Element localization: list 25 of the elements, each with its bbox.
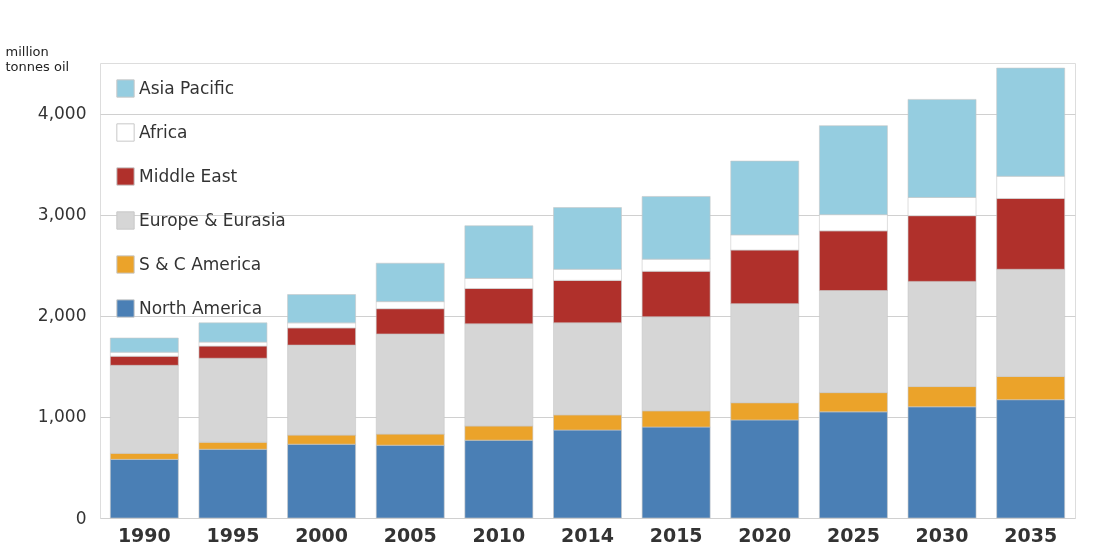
y-tick-label: 4,000 bbox=[37, 103, 87, 124]
legend-label: Asia Pacific bbox=[139, 77, 235, 98]
x-tick-label: 1990 bbox=[117, 523, 171, 542]
bar bbox=[110, 337, 179, 353]
x-tick-label: 2014 bbox=[561, 523, 614, 542]
x-tick-label: 2035 bbox=[1004, 523, 1058, 542]
y-tick-label: 0 bbox=[75, 507, 87, 528]
x-tick-label: 1995 bbox=[206, 523, 260, 542]
x-tick-label: 2005 bbox=[383, 523, 437, 542]
legend-label: S & C America bbox=[139, 253, 262, 274]
x-tick-label: 2010 bbox=[472, 523, 526, 542]
x-tick-label: 2030 bbox=[915, 523, 969, 542]
x-tick-label: 2020 bbox=[738, 523, 792, 542]
legend-label: North America bbox=[139, 297, 263, 318]
x-tick-label: 2015 bbox=[649, 523, 703, 542]
y-tick-label: 2,000 bbox=[37, 305, 87, 326]
y-axis-title: million tonnes oil bbox=[5, 43, 70, 74]
y-tick-label: 3,000 bbox=[37, 204, 87, 225]
bar bbox=[198, 322, 268, 343]
legend-label: Africa bbox=[139, 121, 188, 142]
x-tick-label: 2025 bbox=[826, 523, 880, 542]
legend-label: Middle East bbox=[139, 165, 238, 186]
x-tick-label: 2000 bbox=[295, 523, 349, 542]
legend-label: Europe & Eurasia bbox=[139, 209, 286, 230]
y-tick-label: 1,000 bbox=[37, 406, 87, 427]
